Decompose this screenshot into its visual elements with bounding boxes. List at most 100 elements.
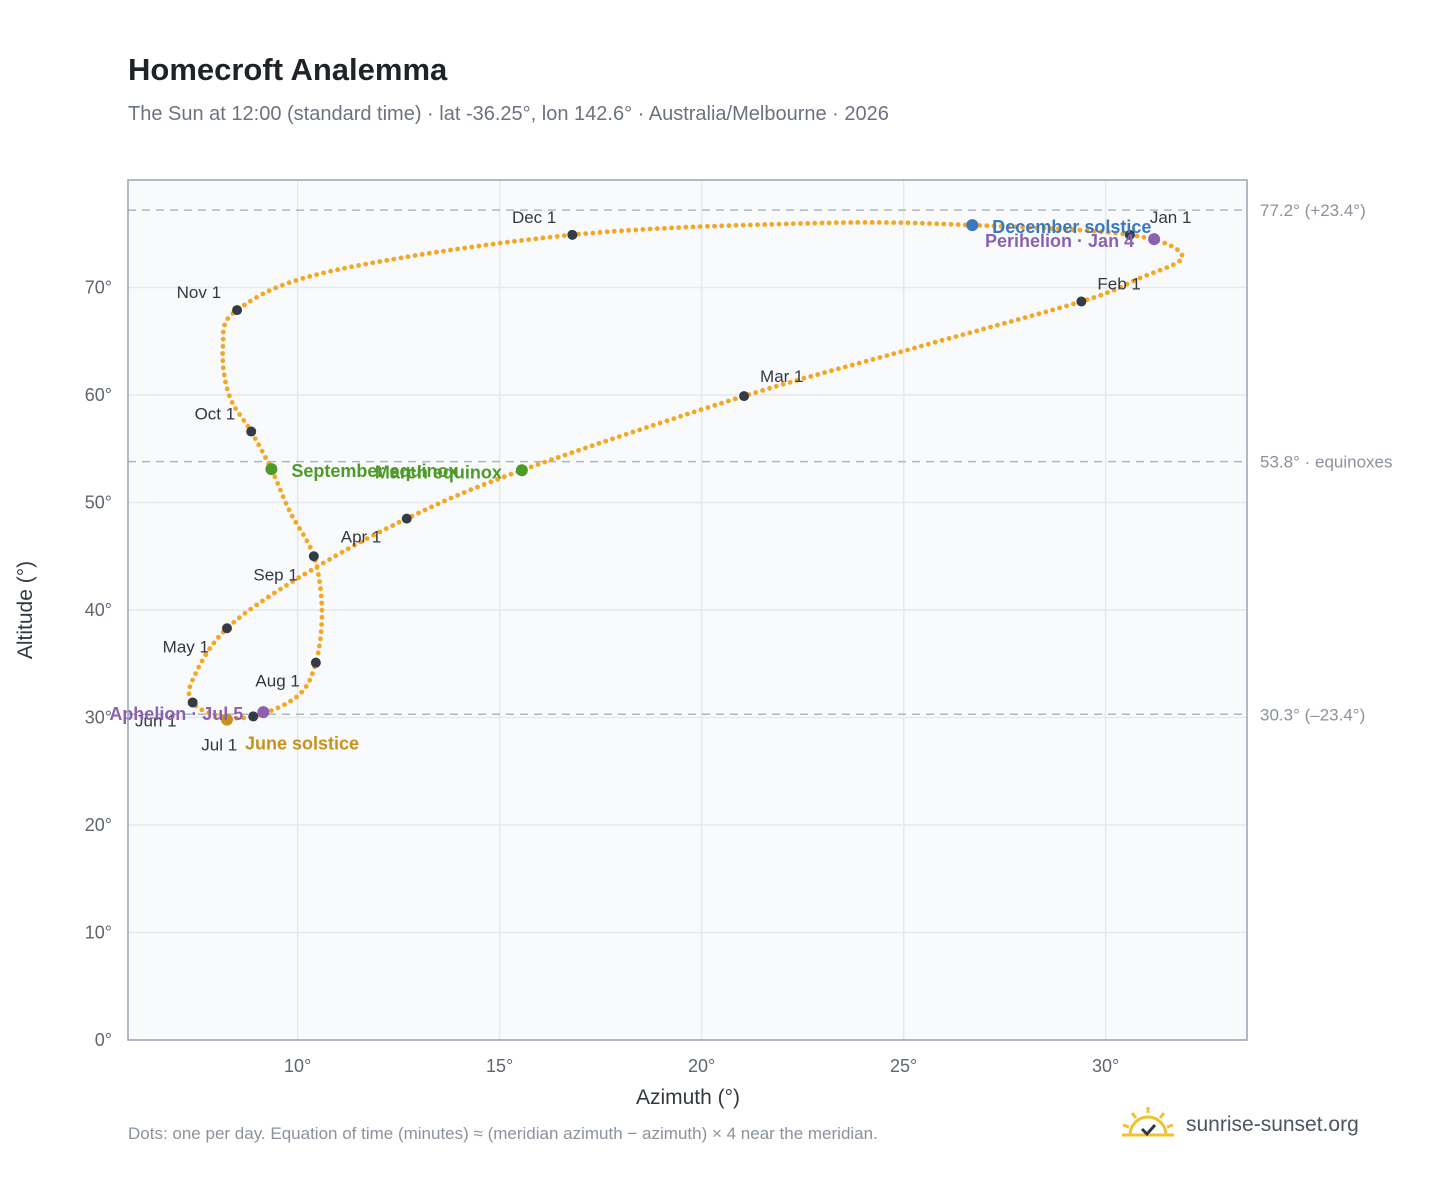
daily-point bbox=[808, 374, 814, 379]
daily-point bbox=[576, 231, 581, 237]
daily-point bbox=[576, 447, 581, 453]
daily-point bbox=[390, 523, 396, 528]
daily-point bbox=[1070, 227, 1076, 233]
daily-point bbox=[919, 343, 924, 349]
daily-point bbox=[898, 220, 904, 226]
daily-point bbox=[290, 579, 295, 584]
daily-point bbox=[855, 220, 861, 225]
y-tick-label: 40° bbox=[85, 600, 112, 620]
daily-point bbox=[297, 526, 302, 531]
daily-point bbox=[497, 240, 503, 246]
daily-point bbox=[657, 420, 663, 426]
daily-point bbox=[1027, 225, 1033, 230]
daily-point bbox=[554, 234, 560, 239]
event-label: March equinox bbox=[375, 462, 502, 482]
daily-point bbox=[364, 536, 370, 541]
daily-point bbox=[1131, 278, 1136, 284]
daily-point bbox=[286, 507, 292, 513]
daily-point bbox=[862, 220, 868, 225]
daily-point bbox=[610, 436, 615, 442]
daily-point bbox=[596, 441, 602, 446]
event-label: Aphelion · Jul 5 bbox=[109, 704, 243, 724]
daily-point bbox=[955, 222, 961, 228]
daily-point bbox=[275, 481, 281, 486]
daily-point bbox=[569, 450, 575, 456]
daily-point bbox=[481, 482, 487, 487]
month-label: Mar 1 bbox=[760, 367, 803, 386]
daily-point bbox=[419, 252, 425, 257]
daily-point bbox=[260, 598, 265, 604]
daily-point bbox=[1064, 303, 1069, 309]
daily-point bbox=[769, 221, 775, 227]
daily-point bbox=[984, 223, 990, 229]
daily-point bbox=[321, 270, 326, 276]
daily-point bbox=[252, 436, 258, 441]
daily-point bbox=[616, 434, 622, 439]
daily-point bbox=[836, 366, 841, 372]
daily-point bbox=[623, 431, 629, 437]
daily-point bbox=[876, 220, 882, 225]
daily-point bbox=[995, 322, 1000, 328]
daily-point bbox=[841, 220, 846, 226]
daily-point bbox=[1077, 227, 1083, 233]
daily-point bbox=[685, 411, 690, 417]
daily-point bbox=[318, 593, 324, 599]
daily-point bbox=[224, 386, 230, 392]
month-label: Jul 1 bbox=[201, 735, 237, 754]
daily-point bbox=[555, 455, 561, 460]
month-marker bbox=[1124, 229, 1135, 240]
daily-point bbox=[488, 479, 494, 485]
daily-point bbox=[241, 715, 247, 721]
daily-point bbox=[650, 422, 656, 428]
daily-point bbox=[805, 221, 811, 226]
month-label: Sep 1 bbox=[253, 565, 297, 584]
daily-point bbox=[740, 222, 746, 228]
daily-point bbox=[186, 691, 192, 697]
daily-point bbox=[948, 221, 954, 227]
daily-point bbox=[328, 268, 333, 274]
daily-point bbox=[1041, 225, 1047, 231]
event-marker bbox=[1148, 233, 1161, 246]
daily-point bbox=[363, 261, 369, 267]
month-label: May 1 bbox=[163, 637, 209, 656]
daily-point bbox=[237, 412, 243, 417]
daily-point bbox=[483, 242, 489, 248]
daily-point bbox=[848, 220, 854, 225]
daily-point bbox=[203, 652, 209, 658]
daily-point bbox=[396, 519, 402, 525]
daily-point bbox=[429, 504, 434, 510]
y-tick-label: 10° bbox=[85, 923, 112, 943]
daily-point bbox=[335, 267, 340, 273]
daily-point bbox=[199, 658, 205, 664]
x-tick-labels: 10° 15° 20° 25° 30° bbox=[284, 1056, 1119, 1076]
daily-point bbox=[455, 246, 460, 252]
daily-point bbox=[1029, 313, 1035, 319]
daily-point bbox=[1111, 287, 1117, 293]
daily-point bbox=[912, 345, 917, 351]
daily-point bbox=[318, 636, 323, 642]
daily-point bbox=[455, 492, 460, 498]
month-label: Feb 1 bbox=[1097, 274, 1140, 293]
daily-point bbox=[221, 372, 227, 378]
event-label: Perihelion · Jan 4 bbox=[985, 231, 1134, 251]
event-marker bbox=[966, 219, 979, 232]
brand[interactable]: sunrise-sunset.org bbox=[1120, 1103, 1359, 1147]
daily-point bbox=[283, 500, 289, 506]
daily-point bbox=[905, 220, 911, 226]
daily-point bbox=[284, 582, 289, 588]
month-marker bbox=[187, 697, 198, 708]
daily-point bbox=[815, 372, 821, 377]
event-marker bbox=[265, 463, 278, 476]
daily-point bbox=[662, 225, 667, 231]
daily-point bbox=[932, 339, 938, 345]
daily-point bbox=[300, 276, 306, 281]
y-tick-label: 70° bbox=[85, 278, 112, 298]
daily-point bbox=[462, 245, 468, 251]
daily-point bbox=[342, 265, 347, 271]
daily-point bbox=[1056, 226, 1061, 232]
daily-point bbox=[676, 225, 682, 231]
daily-point bbox=[1022, 315, 1028, 320]
daily-point bbox=[705, 223, 710, 229]
daily-point bbox=[435, 501, 441, 507]
daily-point bbox=[1151, 270, 1156, 276]
